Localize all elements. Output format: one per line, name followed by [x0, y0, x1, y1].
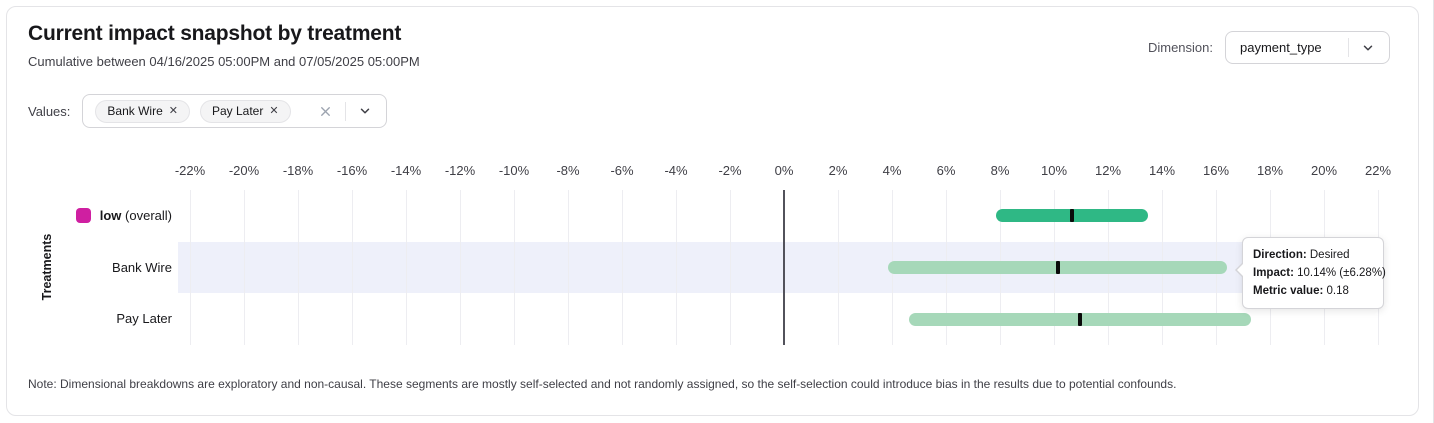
x-tick-label: -18%	[282, 163, 314, 178]
values-filter-control: Values: Bank Wire ✕ Pay Later ✕	[28, 94, 387, 128]
x-tick-label: -6%	[610, 163, 634, 178]
x-tick-label: 0%	[774, 163, 794, 178]
dimension-control: Dimension: payment_type	[1148, 31, 1390, 64]
treatment-row-label: low (overall)	[28, 207, 172, 225]
tooltip-row: Metric value: 0.18	[1253, 285, 1349, 297]
x-tick-label: 4%	[882, 163, 902, 178]
bar-tooltip: Direction: Desired Impact: 10.14% (±6.28%…	[1235, 237, 1386, 309]
x-tick-label: -10%	[498, 163, 530, 178]
treatment-row-label: Bank Wire	[112, 259, 172, 275]
x-tick-label: -22%	[174, 163, 206, 178]
x-tick-label: -8%	[556, 163, 580, 178]
page-title: Current impact snapshot by treatment	[28, 22, 402, 45]
x-tick-label: 18%	[1256, 163, 1284, 178]
chip-remove-icon[interactable]: ✕	[168, 104, 178, 117]
x-tick-label: -4%	[664, 163, 688, 178]
values-label: Values:	[28, 103, 71, 119]
gridline	[729, 190, 731, 345]
gridline	[243, 190, 245, 345]
tooltip-body: Direction: Desired Impact: 10.14% (±6.28%…	[1253, 246, 1386, 300]
x-tick-label: 2%	[828, 163, 848, 178]
tooltip-row: Impact: 10.14% (±6.28%)	[1253, 267, 1386, 279]
disclaimer-note: Note: Dimensional breakdowns are explora…	[28, 377, 1177, 391]
treatment-row-label: Pay Later	[116, 311, 172, 327]
gridline	[405, 190, 407, 345]
x-tick-label: 10%	[1040, 163, 1068, 178]
gridline	[351, 190, 353, 345]
x-tick-label: -2%	[718, 163, 742, 178]
legend-swatch	[75, 207, 91, 223]
gridline	[189, 190, 191, 345]
x-tick-label: 12%	[1094, 163, 1122, 178]
gridline	[837, 190, 839, 345]
x-tick-label: -14%	[390, 163, 422, 178]
value-chip-label: Bank Wire	[107, 104, 163, 118]
dimension-label: Dimension:	[1147, 40, 1213, 55]
x-tick-label: 20%	[1310, 163, 1338, 178]
select-divider	[1348, 38, 1349, 57]
values-divider	[344, 101, 346, 121]
gridline	[459, 190, 461, 345]
gridline	[567, 190, 569, 345]
value-chips: Bank Wire ✕ Pay Later ✕	[95, 99, 300, 123]
values-actions	[315, 100, 376, 122]
value-chip[interactable]: Pay Later ✕	[199, 99, 291, 123]
impact-marker	[1055, 261, 1060, 274]
values-multiselect[interactable]: Bank Wire ✕ Pay Later ✕	[82, 94, 387, 128]
chevron-down-icon[interactable]	[354, 100, 376, 122]
date-range-subtitle: Cumulative between 04/16/2025 05:00PM an…	[28, 54, 420, 69]
impact-marker	[1077, 312, 1082, 326]
zero-axis-line	[783, 190, 785, 345]
x-tick-label: 6%	[936, 163, 956, 178]
clear-values-icon[interactable]	[315, 100, 337, 122]
x-tick-label: 14%	[1148, 163, 1176, 178]
x-tick-label: 8%	[990, 163, 1010, 178]
x-tick-label: 22%	[1364, 163, 1392, 178]
x-tick-label: -12%	[444, 163, 476, 178]
gridline	[297, 190, 299, 345]
tooltip-row: Direction: Desired	[1253, 249, 1350, 261]
chip-remove-icon[interactable]: ✕	[269, 104, 279, 117]
x-tick-label: 16%	[1202, 163, 1230, 178]
impact-marker	[1069, 209, 1074, 223]
gridline	[513, 190, 515, 345]
impact-snapshot-card	[6, 6, 1419, 416]
value-chip-label: Pay Later	[211, 104, 264, 118]
value-chip[interactable]: Bank Wire ✕	[95, 99, 190, 123]
x-tick-label: -16%	[336, 163, 368, 178]
dimension-select[interactable]: payment_type	[1225, 31, 1390, 64]
chevron-down-icon[interactable]	[1357, 37, 1379, 59]
gridline	[621, 190, 623, 345]
gridline	[675, 190, 677, 345]
x-tick-label: -20%	[228, 163, 260, 178]
dimension-selected-value: payment_type	[1240, 40, 1322, 55]
